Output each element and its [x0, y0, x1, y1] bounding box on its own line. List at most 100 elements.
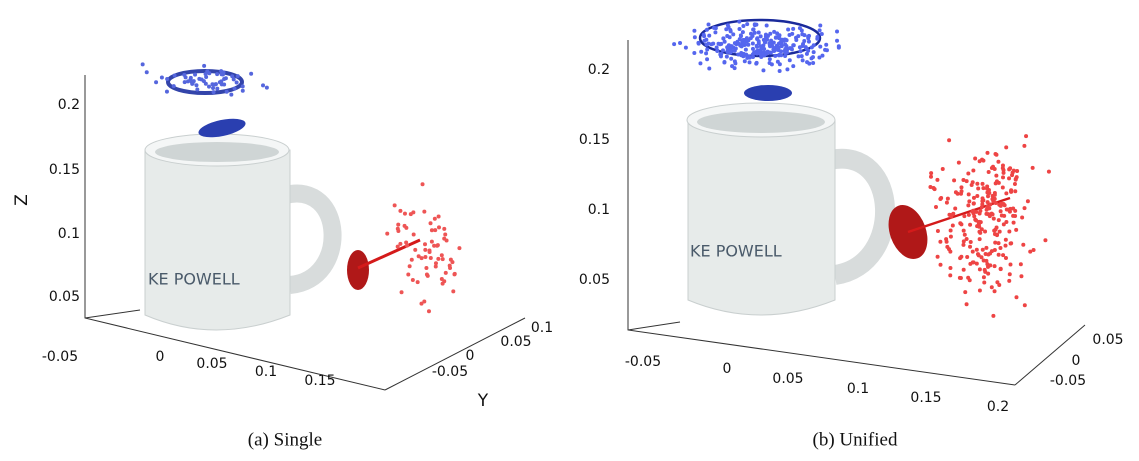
point	[713, 30, 718, 35]
axis-box	[84, 309, 141, 319]
point	[998, 246, 1003, 251]
point	[429, 228, 434, 233]
point	[948, 228, 953, 233]
point	[721, 36, 726, 41]
point	[705, 57, 710, 62]
point	[979, 227, 984, 232]
point	[968, 261, 973, 266]
point	[1001, 170, 1006, 175]
x-tick-label: -0.05	[42, 349, 78, 365]
point	[998, 266, 1003, 271]
point	[144, 70, 149, 75]
point	[202, 63, 207, 68]
point	[219, 69, 224, 74]
caption: (b) Unified	[813, 429, 898, 450]
point	[980, 157, 985, 162]
point	[768, 44, 773, 49]
point	[764, 23, 769, 28]
point	[1002, 203, 1007, 208]
point	[953, 206, 958, 211]
point	[396, 222, 401, 227]
point	[1003, 255, 1008, 260]
point	[429, 239, 434, 244]
panel-b: KE POWELL	[627, 18, 1086, 386]
point	[745, 55, 750, 60]
x-tick-label: 0.1	[255, 364, 277, 380]
point	[959, 189, 964, 194]
point	[811, 50, 816, 55]
point	[692, 51, 697, 56]
point	[755, 36, 760, 41]
point	[408, 212, 413, 217]
point	[992, 264, 997, 269]
point	[419, 301, 424, 306]
point	[985, 186, 990, 191]
point	[416, 254, 421, 259]
point	[433, 261, 438, 266]
point	[796, 34, 801, 39]
point	[959, 185, 964, 190]
point	[987, 214, 992, 219]
point	[423, 247, 428, 252]
point	[405, 243, 410, 248]
point	[804, 51, 809, 56]
point	[742, 59, 747, 64]
point	[423, 254, 428, 259]
point	[802, 39, 807, 44]
point	[204, 74, 209, 79]
z-tick-label: 0.15	[49, 162, 80, 178]
point	[783, 47, 788, 52]
point	[984, 211, 989, 216]
direction	[357, 238, 421, 270]
point	[836, 44, 841, 49]
point	[933, 205, 938, 210]
point	[457, 246, 462, 251]
point	[222, 76, 227, 81]
point	[451, 289, 456, 294]
point	[767, 57, 772, 62]
point	[1004, 219, 1009, 224]
point	[995, 280, 1000, 285]
caption: (a) Single	[248, 429, 322, 450]
point	[823, 47, 828, 52]
point	[1022, 303, 1027, 308]
point	[777, 33, 782, 38]
point	[800, 58, 805, 63]
point	[424, 265, 429, 270]
point	[728, 46, 733, 51]
point	[752, 30, 757, 35]
point	[704, 51, 709, 56]
point	[1022, 143, 1027, 148]
point	[1007, 278, 1012, 283]
ellipse	[166, 69, 244, 95]
point	[756, 41, 761, 46]
point	[402, 223, 407, 228]
point	[974, 218, 979, 223]
point	[1031, 247, 1036, 252]
ellipsoid	[744, 85, 792, 101]
point	[968, 222, 973, 227]
point	[751, 54, 756, 59]
point	[415, 280, 420, 285]
point	[983, 229, 988, 234]
point	[704, 27, 709, 32]
point	[929, 171, 934, 176]
point	[986, 252, 991, 257]
point	[987, 206, 992, 211]
point	[439, 253, 444, 258]
point	[229, 92, 234, 97]
point	[968, 244, 973, 249]
point	[993, 240, 998, 245]
point	[1001, 168, 1006, 173]
point	[1009, 188, 1014, 193]
point	[436, 214, 441, 219]
point	[413, 247, 418, 252]
point	[728, 50, 733, 55]
point	[980, 181, 985, 186]
point	[730, 64, 735, 69]
point	[818, 44, 823, 49]
point	[733, 61, 738, 66]
point	[203, 71, 208, 76]
point	[207, 84, 212, 89]
point	[995, 233, 1000, 238]
